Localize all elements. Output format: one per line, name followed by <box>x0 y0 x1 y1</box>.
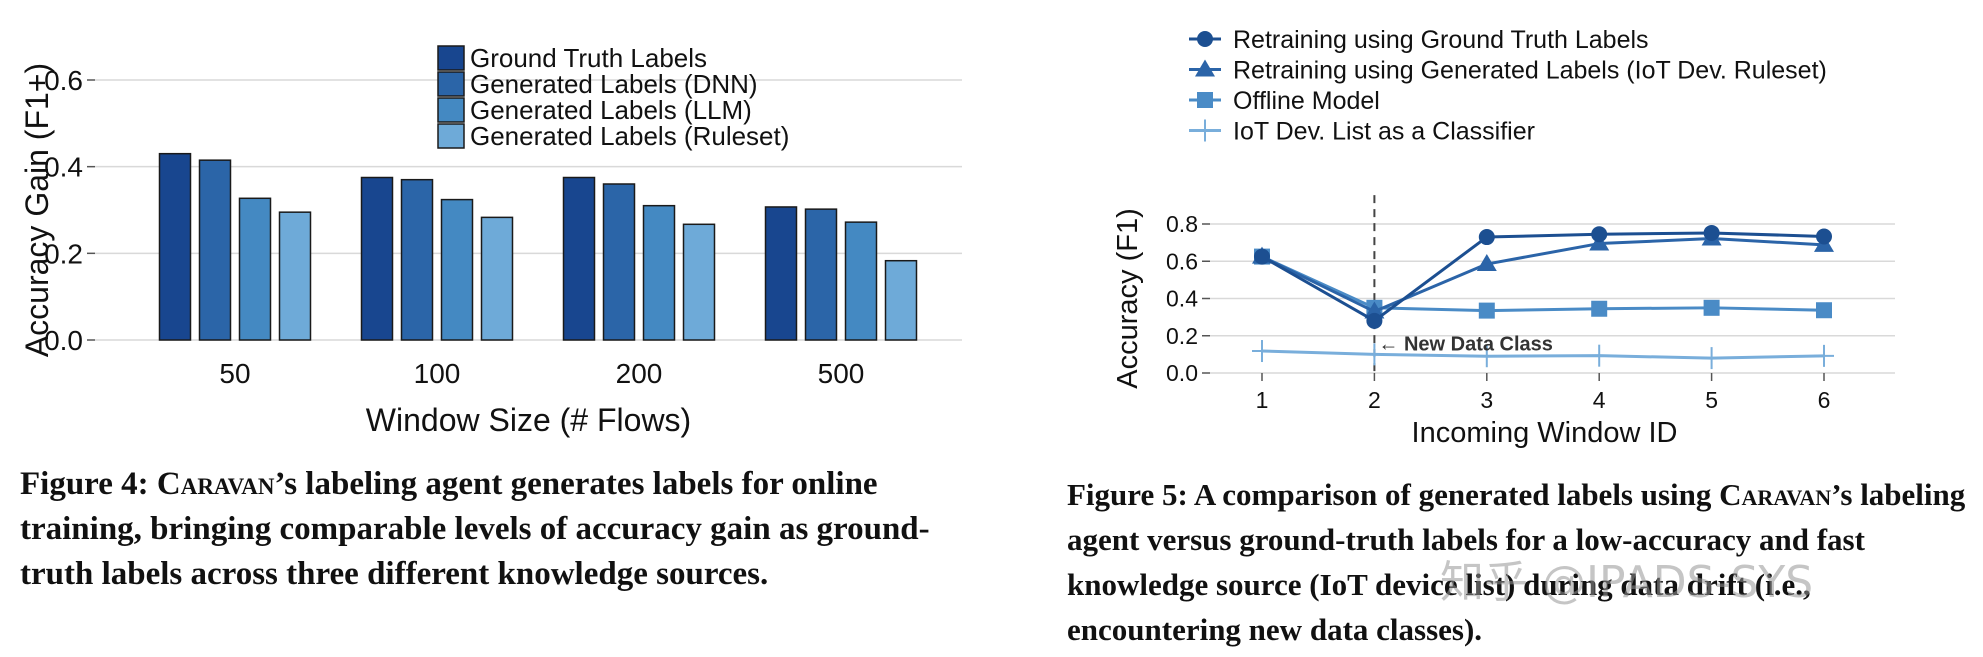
series-iot-dev-list-as-a-classifier <box>1252 340 1834 370</box>
bar <box>440 198 474 341</box>
x-tick-label: 100 <box>414 358 461 389</box>
figure-5-caption: Figure 5: A comparison of generated labe… <box>1067 472 1972 652</box>
y-tick-label: 0.6 <box>44 65 83 96</box>
legend-swatch-generated-labels-ruleset <box>437 123 465 149</box>
point <box>1252 340 1272 363</box>
legend-label: Offline Model <box>1233 87 1380 115</box>
bar <box>682 223 716 341</box>
bar <box>360 176 394 341</box>
x-tick-label: 4 <box>1593 387 1606 413</box>
point <box>1816 228 1832 245</box>
y-axis-label: Accuracy (F1) <box>1112 208 1144 388</box>
series-line <box>1261 237 1825 314</box>
y-tick-label: 0.4 <box>1166 286 1198 312</box>
legend-label-generated-labels-llm: Generated Labels (LLM) <box>470 95 752 125</box>
point <box>1197 92 1213 108</box>
point <box>1195 59 1215 77</box>
point <box>1703 299 1720 316</box>
point <box>1816 302 1832 319</box>
legend-label-generated-labels-dnn: Generated Labels (DNN) <box>470 69 758 99</box>
bar <box>158 152 192 341</box>
series-retraining-using-generated-labels-iot-dev-ruleset <box>1252 228 1834 319</box>
y-tick-label: 0.6 <box>1166 248 1198 274</box>
bar <box>642 204 676 341</box>
legend-entry-offline-model: Offline Model <box>1189 87 1380 115</box>
point <box>1197 31 1213 47</box>
legend-swatch-generated-labels-llm <box>437 97 465 123</box>
point <box>1364 301 1385 319</box>
legend-label-generated-labels-ruleset: Generated Labels (Ruleset) <box>470 121 789 151</box>
point <box>1701 347 1722 370</box>
x-tick-label: 2 <box>1368 387 1381 413</box>
figure-5-caption-text: ’s labeling agent versus ground-truth la… <box>1067 477 1966 647</box>
figure-4-caption-prefix: Figure 4: <box>20 466 157 502</box>
x-tick-label: 3 <box>1480 387 1493 413</box>
series-offline-model <box>1254 248 1832 319</box>
point <box>1703 224 1720 241</box>
legend-entry-iot-dev-list-as-a-classifier: IoT Dev. List as a Classifier <box>1189 118 1535 146</box>
x-axis-label: Window Size (# Flows) <box>366 402 691 438</box>
bar <box>562 176 596 341</box>
bar <box>480 216 514 341</box>
point <box>1364 343 1385 366</box>
point <box>1591 226 1608 243</box>
y-axis-label: Accuracy Gain (F1+) <box>19 63 55 357</box>
watermark: 知乎 @IPADS-SYS <box>1440 557 1814 608</box>
series-line <box>1261 231 1825 323</box>
figure-4-caption-text: ’s labeling agent generates labels for o… <box>20 466 930 592</box>
x-tick-label: 200 <box>616 358 663 389</box>
point <box>1195 119 1215 142</box>
x-tick-label: 50 <box>219 358 250 389</box>
bar <box>602 183 636 341</box>
point <box>1366 312 1383 329</box>
x-axis-label: Incoming Window ID <box>1412 417 1678 449</box>
y-tick-label: 0.4 <box>44 152 83 183</box>
figure-4-caption-name: Caravan <box>156 466 275 502</box>
legend-label: Retraining using Generated Labels (IoT D… <box>1233 57 1827 85</box>
legend-label: Retraining using Ground Truth Labels <box>1233 26 1649 54</box>
bar <box>884 259 918 341</box>
legend-label: IoT Dev. List as a Classifier <box>1233 118 1535 146</box>
legend-entry-retraining-using-ground-truth-labels: Retraining using Ground Truth Labels <box>1189 26 1649 54</box>
y-tick-label: 0.2 <box>1166 323 1198 349</box>
point <box>1591 300 1608 317</box>
y-tick-label: 0.2 <box>44 238 83 269</box>
legend-swatch-generated-labels-dnn <box>437 71 465 97</box>
bar <box>844 221 878 341</box>
series-line <box>1261 349 1825 360</box>
point <box>1814 344 1834 367</box>
series-retraining-using-ground-truth-labels <box>1254 224 1832 329</box>
annotation-label: ← New Data Class <box>1378 333 1553 355</box>
figure-4-caption: Figure 4: Caravan’s labeling agent gener… <box>20 462 975 597</box>
figure-canvas: 0.0 0.2 0.4 0.6 50 100 200 500 Window Size (# Fl… <box>19 26 1895 449</box>
point <box>1254 248 1270 265</box>
y-tick-label: 0.8 <box>1166 211 1198 237</box>
point <box>1476 254 1497 272</box>
legend-label-ground-truth-labels: Ground Truth Labels <box>470 43 707 73</box>
line-chart-accuracy: 0.0 0.2 0.4 0.6 0.8 1 2 3 4 5 6 ← New Data Class Inc… <box>1112 26 1895 449</box>
bar <box>278 211 312 341</box>
point <box>1478 302 1495 319</box>
legend-swatch-ground-truth-labels <box>437 45 465 71</box>
bar <box>400 178 434 341</box>
point <box>1476 345 1497 368</box>
bar <box>238 197 272 341</box>
y-tick-label: 0.0 <box>1166 360 1198 386</box>
y-tick-label: 0.0 <box>44 325 83 356</box>
bar <box>764 206 798 341</box>
figure-5-caption-name: Caravan <box>1719 477 1832 512</box>
figure-5-caption-prefix: Figure 5: A comparison of generated labe… <box>1067 477 1720 512</box>
legend-entry-retraining-using-generated-labels-iot-dev-ruleset: Retraining using Generated Labels (IoT D… <box>1189 57 1827 85</box>
bar <box>198 159 232 341</box>
x-tick-label: 500 <box>818 358 865 389</box>
x-tick-label: 5 <box>1705 387 1718 413</box>
point <box>1478 229 1495 246</box>
point <box>1589 344 1610 367</box>
x-tick-label: 1 <box>1256 387 1269 413</box>
x-tick-label: 6 <box>1818 387 1831 413</box>
bar-chart-accuracy-gain: 0.0 0.2 0.4 0.6 50 100 200 500 Window Size (# Fl… <box>19 43 962 438</box>
bar <box>804 208 838 341</box>
series-line <box>1261 255 1825 313</box>
